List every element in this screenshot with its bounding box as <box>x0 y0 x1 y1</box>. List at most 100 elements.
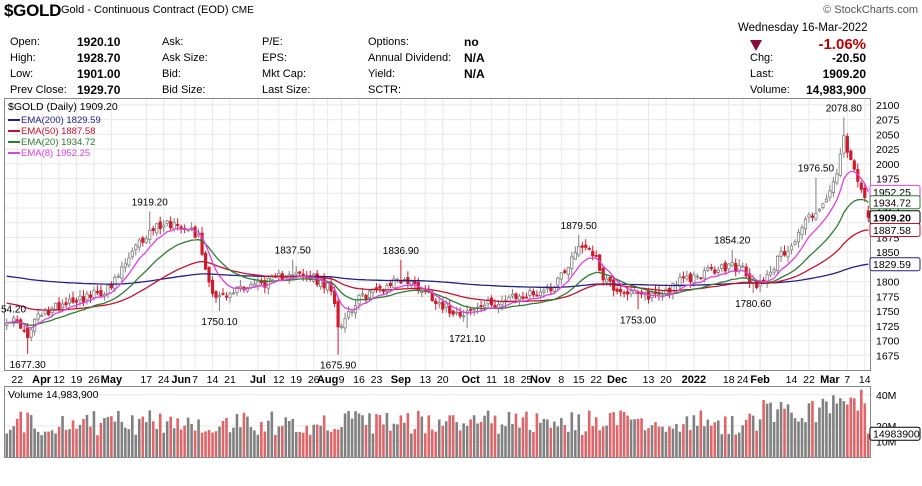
price-tick-label: 2075 <box>876 115 900 127</box>
volume-panel-frame <box>4 386 871 458</box>
price-tick-label: 2100 <box>876 100 900 112</box>
volume-bar <box>298 431 302 457</box>
volume-bar <box>682 424 685 457</box>
date-tick-label: 21 <box>224 374 236 386</box>
candle-body <box>102 294 106 297</box>
volume-bar <box>371 433 375 457</box>
volume-bar <box>689 430 692 457</box>
legend-price: $GOLD (Daily) 1909.20 <box>8 101 118 113</box>
candle-body <box>301 273 305 276</box>
volume-bar <box>528 429 532 457</box>
volume-bar <box>828 413 832 457</box>
volume-bar <box>668 426 671 457</box>
candle-body <box>336 301 340 328</box>
volume-bar <box>465 425 469 457</box>
volume-bar <box>92 411 96 457</box>
volume-bar <box>479 421 483 457</box>
candle-body <box>263 280 267 288</box>
volume-bar <box>476 423 479 457</box>
candle-body <box>12 317 16 325</box>
volume-bar <box>612 412 615 457</box>
volume-bar <box>629 419 633 457</box>
volume-bar <box>280 425 284 457</box>
volume-bar <box>287 420 291 457</box>
volume-bar <box>103 418 106 457</box>
volume-bar <box>765 403 769 457</box>
candle-body <box>409 280 413 286</box>
date-tick-label: 11 <box>486 374 497 386</box>
right-value-tag: 1934.72 <box>869 195 921 210</box>
candle-body <box>685 275 689 280</box>
volume-bar <box>357 413 361 457</box>
volume-bar <box>15 418 19 457</box>
price-annotation: 1753.00 <box>620 315 657 326</box>
volume-bar <box>654 422 657 457</box>
chg-value: -20.50 <box>831 51 866 65</box>
candle-body <box>26 327 30 339</box>
volume-bar <box>270 411 274 457</box>
volume-bar <box>263 431 267 457</box>
candle-body <box>786 250 790 258</box>
candle-body <box>360 293 365 296</box>
price-annotation: 1919.20 <box>132 197 169 208</box>
volume-bar <box>274 434 277 457</box>
volume-bar <box>594 417 598 457</box>
candle-body <box>381 289 386 292</box>
date-tick-label: 19 <box>71 374 83 386</box>
candle-body <box>605 278 609 283</box>
change-percent: -1.06% <box>818 36 866 53</box>
volume-bar <box>151 421 155 457</box>
price-tick-label: 1775 <box>876 291 900 303</box>
candle-body <box>134 244 138 251</box>
candle-body <box>113 276 117 290</box>
candle-body <box>22 329 26 332</box>
volume-bar <box>68 429 71 457</box>
prevclose-label: Prev Close: <box>10 84 67 96</box>
price-tick-label: 1875 <box>876 232 900 244</box>
candle-body <box>252 283 256 287</box>
volume-bar <box>835 403 839 457</box>
candle-body <box>842 135 846 154</box>
candle-body <box>256 281 260 286</box>
volume-bar <box>636 418 640 457</box>
candle-body <box>329 282 333 292</box>
volume-bar <box>423 433 427 457</box>
candle-body <box>462 315 466 318</box>
volume-bar <box>120 421 124 457</box>
candle-body <box>671 283 675 294</box>
candle-body <box>322 276 326 289</box>
candle-body <box>298 271 302 274</box>
candle-body <box>695 275 699 278</box>
volume-bar <box>608 412 612 457</box>
candle-body <box>231 292 236 295</box>
volume-bar <box>85 415 89 457</box>
candle-body <box>385 285 389 292</box>
price-tick-label: 1950 <box>876 188 900 200</box>
right-value-text: 1934.72 <box>873 197 911 209</box>
volume-bar <box>518 427 521 457</box>
candle-body <box>190 227 194 230</box>
volume-bar <box>364 424 368 457</box>
candle-body <box>723 262 727 272</box>
candle-body <box>50 307 54 313</box>
volume-bar <box>560 418 563 457</box>
date-tick-label: Apr <box>32 374 52 386</box>
candle-body <box>217 295 222 298</box>
ema-lines <box>6 170 869 329</box>
price-annotation: 1677.30 <box>10 360 47 371</box>
candle-body <box>207 267 211 283</box>
candle-body <box>392 278 396 289</box>
price-tick-label: 1925 <box>876 203 900 215</box>
price-annotations: 1677.30 1919.20 1750.10 1837.50 1675.90 1836.… <box>1 103 862 371</box>
volume-bar <box>825 401 828 457</box>
date-tick-label: 20 <box>660 374 672 386</box>
price-grid <box>5 99 870 370</box>
price-panel-frame <box>4 98 871 371</box>
candle-body <box>19 319 23 329</box>
volume-bar <box>312 424 315 457</box>
candle-body <box>367 290 372 299</box>
volume-bar <box>549 427 553 457</box>
volume-bar <box>675 423 678 457</box>
volume-bar <box>5 433 9 457</box>
candle-body <box>563 270 567 273</box>
